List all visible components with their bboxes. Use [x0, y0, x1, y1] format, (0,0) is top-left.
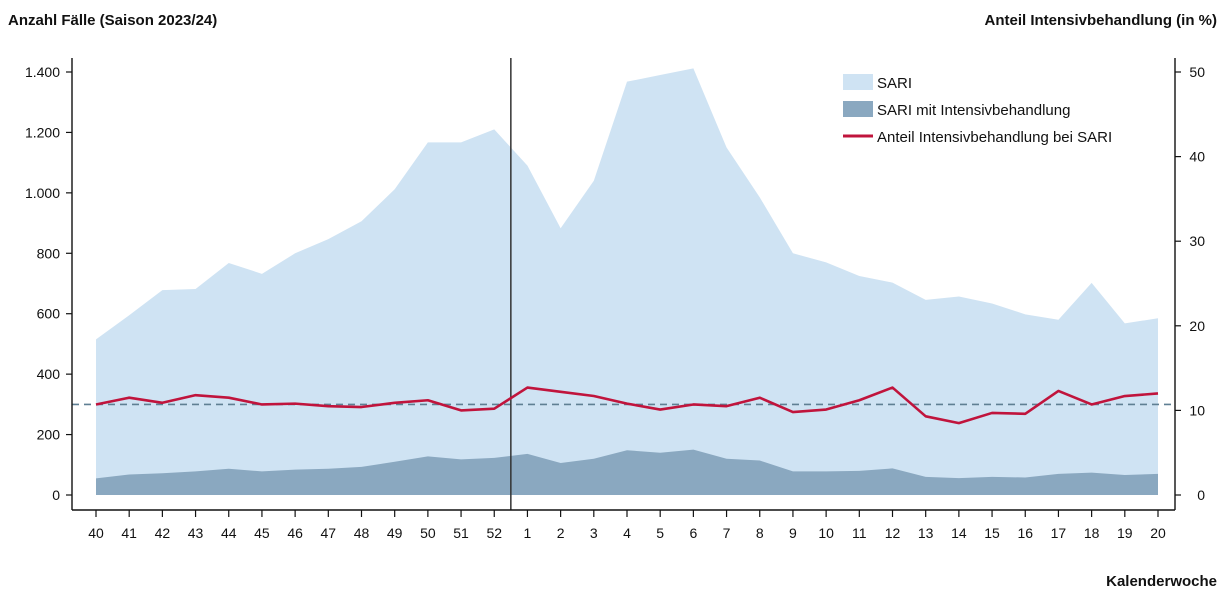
x-tick-label: 50 [420, 525, 436, 541]
y-axis-left-title: Anzahl Fälle (Saison 2023/24) [8, 12, 218, 29]
y-left-tick-label: 1.400 [25, 64, 60, 80]
x-tick-label: 14 [951, 525, 967, 541]
x-tick-label: 19 [1117, 525, 1133, 541]
x-axis-title: Kalenderwoche [1106, 573, 1217, 590]
x-tick-label: 10 [818, 525, 834, 541]
legend-swatch-0 [843, 74, 873, 90]
x-tick-label: 12 [885, 525, 901, 541]
x-tick-label: 6 [689, 525, 697, 541]
y-left-tick-label: 800 [37, 245, 61, 261]
x-tick-label: 41 [121, 525, 137, 541]
x-tick-label: 52 [486, 525, 502, 541]
y-right-tick-label: 50 [1189, 64, 1205, 80]
legend-label-1: SARI mit Intensivbehandlung [877, 102, 1070, 119]
y-left-tick-label: 400 [37, 366, 61, 382]
x-tick-label: 42 [155, 525, 171, 541]
x-tick-label: 2 [557, 525, 565, 541]
x-tick-label: 49 [387, 525, 403, 541]
x-tick-label: 44 [221, 525, 237, 541]
y-left-tick-label: 1.200 [25, 124, 60, 140]
y-right-tick-label: 40 [1189, 149, 1205, 165]
y-left-tick-label: 600 [37, 306, 61, 322]
legend-label-0: SARI [877, 75, 912, 92]
x-tick-label: 43 [188, 525, 204, 541]
x-tick-label: 18 [1084, 525, 1100, 541]
x-tick-label: 3 [590, 525, 598, 541]
legend-swatch-1 [843, 101, 873, 117]
x-tick-label: 20 [1150, 525, 1166, 541]
x-tick-label: 9 [789, 525, 797, 541]
y-right-tick-label: 30 [1189, 233, 1205, 249]
line-layer [72, 58, 1175, 510]
x-tick-label: 15 [984, 525, 1000, 541]
y-left-tick-label: 1.000 [25, 185, 60, 201]
x-tick-label: 40 [88, 525, 104, 541]
y-right-tick-label: 20 [1189, 318, 1205, 334]
x-tick-label: 13 [918, 525, 934, 541]
x-tick-label: 1 [524, 525, 532, 541]
axes-layer: 0 200 400 600 800 1.000 1.200 1.400 0 10 20 30 40 50 4… [25, 58, 1205, 541]
y-right-tick-label: 10 [1189, 402, 1205, 418]
x-tick-label: 46 [287, 525, 303, 541]
y-right-tick-label: 0 [1197, 487, 1205, 503]
area-series-1 [96, 449, 1158, 495]
y-axis-right-title: Anteil Intensivbehandlung (in %) [984, 12, 1218, 29]
x-tick-label: 5 [656, 525, 664, 541]
y-left-tick-label: 0 [52, 487, 60, 503]
x-tick-label: 16 [1017, 525, 1033, 541]
legend-label-2: Anteil Intensivbehandlung bei SARI [877, 129, 1112, 146]
legend: SARI SARI mit Intensivbehandlung Anteil In… [843, 74, 1112, 146]
x-tick-label: 51 [453, 525, 469, 541]
x-tick-label: 47 [321, 525, 337, 541]
x-tick-label: 7 [723, 525, 731, 541]
x-tick-label: 48 [354, 525, 370, 541]
x-tick-label: 11 [852, 525, 867, 541]
line-series-2 [95, 386, 1159, 425]
x-tick-label: 4 [623, 525, 631, 541]
y-left-tick-label: 200 [37, 427, 61, 443]
x-tick-label: 8 [756, 525, 764, 541]
x-tick-label: 17 [1051, 525, 1067, 541]
x-tick-label: 45 [254, 525, 270, 541]
